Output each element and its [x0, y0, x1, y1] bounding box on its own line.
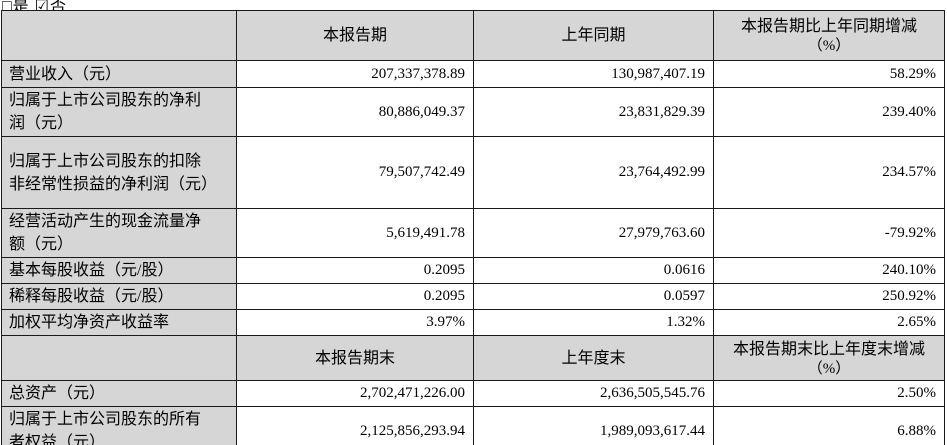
current-period-value: 0.2095 [236, 283, 474, 310]
table-row-owners-equity: 归属于上市公司股东的所有者权益（元） 2,125,856,293.94 1,98… [1, 406, 945, 445]
current-period-value: 207,337,378.89 [236, 60, 474, 88]
row-label: 总资产（元） [1, 380, 237, 407]
section2-header-row: 本报告期末 上年度末 本报告期末比上年度末增减 （%） [1, 335, 945, 381]
prior-period-value: 0.0597 [473, 283, 714, 310]
header-end-of-prior-year: 上年度末 [473, 335, 714, 381]
row-label: 基本每股收益（元/股） [1, 257, 237, 284]
change-value: -79.92% [713, 208, 945, 258]
current-period-value: 80,886,049.37 [236, 87, 474, 137]
table-row-net-profit-excl-nonrecurring: 归属于上市公司股东的扣除非经常性损益的净利润（元） 79,507,742.49 … [1, 136, 945, 209]
table-row-net-profit: 归属于上市公司股东的净利润（元） 80,886,049.37 23,831,82… [1, 87, 945, 137]
change-value: 240.10% [713, 257, 945, 284]
change-value: 239.40% [713, 87, 945, 137]
row-label: 归属于上市公司股东的净利润（元） [1, 87, 237, 137]
header-empty-cell [1, 10, 237, 61]
row-label: 经营活动产生的现金流量净额（元） [1, 208, 237, 258]
header-change-line2: （%） [807, 38, 851, 54]
table-row-operating-revenue: 营业收入（元） 207,337,378.89 130,987,407.19 58… [1, 60, 945, 88]
current-period-value: 2,125,856,293.94 [236, 406, 474, 445]
current-period-value: 79,507,742.49 [236, 136, 474, 209]
table-row-basic-eps: 基本每股收益（元/股） 0.2095 0.0616 240.10% [1, 257, 945, 284]
prior-period-value: 0.0616 [473, 257, 714, 284]
prior-period-value: 1,989,093,617.44 [473, 406, 714, 445]
header-change: 本报告期比上年同期增减 （%） [713, 10, 945, 61]
prior-period-value: 2,636,505,545.76 [473, 380, 714, 407]
header-change-line1: 本报告期比上年同期增减 [740, 18, 917, 35]
change-value: 2.50% [713, 380, 945, 407]
prior-period-value: 1.32% [473, 309, 714, 336]
header-empty-cell [1, 335, 237, 381]
row-label: 归属于上市公司股东的所有者权益（元） [1, 406, 237, 445]
header-end-of-period: 本报告期末 [236, 335, 474, 381]
table-row-diluted-eps: 稀释每股收益（元/股） 0.2095 0.0597 250.92% [1, 283, 945, 310]
change-value: 250.92% [713, 283, 945, 310]
change-value: 2.65% [713, 309, 945, 336]
row-label: 营业收入（元） [1, 60, 237, 88]
section1-header-row: 本报告期 上年同期 本报告期比上年同期增减 （%） [1, 10, 945, 61]
financial-summary-table: 本报告期 上年同期 本报告期比上年同期增减 （%） 营业收入（元） 207,33… [1, 10, 945, 445]
prior-period-value: 23,764,492.99 [473, 136, 714, 209]
header-prior-period: 上年同期 [473, 10, 714, 61]
change-value: 58.29% [713, 60, 945, 88]
prior-period-value: 23,831,829.39 [473, 87, 714, 137]
table-row-weighted-avg-roe: 加权平均净资产收益率 3.97% 1.32% 2.65% [1, 309, 945, 336]
current-period-value: 3.97% [236, 309, 474, 336]
current-period-value: 2,702,471,226.00 [236, 380, 474, 407]
current-period-value: 0.2095 [236, 257, 474, 284]
row-label: 加权平均净资产收益率 [1, 309, 237, 336]
header-current-period: 本报告期 [236, 10, 474, 61]
row-label: 稀释每股收益（元/股） [1, 283, 237, 310]
change-value: 6.88% [713, 406, 945, 445]
change-value: 234.57% [713, 136, 945, 209]
table-row-total-assets: 总资产（元） 2,702,471,226.00 2,636,505,545.76… [1, 380, 945, 407]
prior-period-value: 27,979,763.60 [473, 208, 714, 258]
prior-period-value: 130,987,407.19 [473, 60, 714, 88]
current-period-value: 5,619,491.78 [236, 208, 474, 258]
table-row-operating-cash-flow: 经营活动产生的现金流量净额（元） 5,619,491.78 27,979,763… [1, 208, 945, 258]
header-change-vs-prior-year-end: 本报告期末比上年度末增减 （%） [713, 335, 945, 381]
row-label: 归属于上市公司股东的扣除非经常性损益的净利润（元） [1, 136, 237, 209]
header-change-line1: 本报告期末比上年度末增减 [732, 340, 925, 358]
header-change-line2: （%） [807, 360, 851, 377]
